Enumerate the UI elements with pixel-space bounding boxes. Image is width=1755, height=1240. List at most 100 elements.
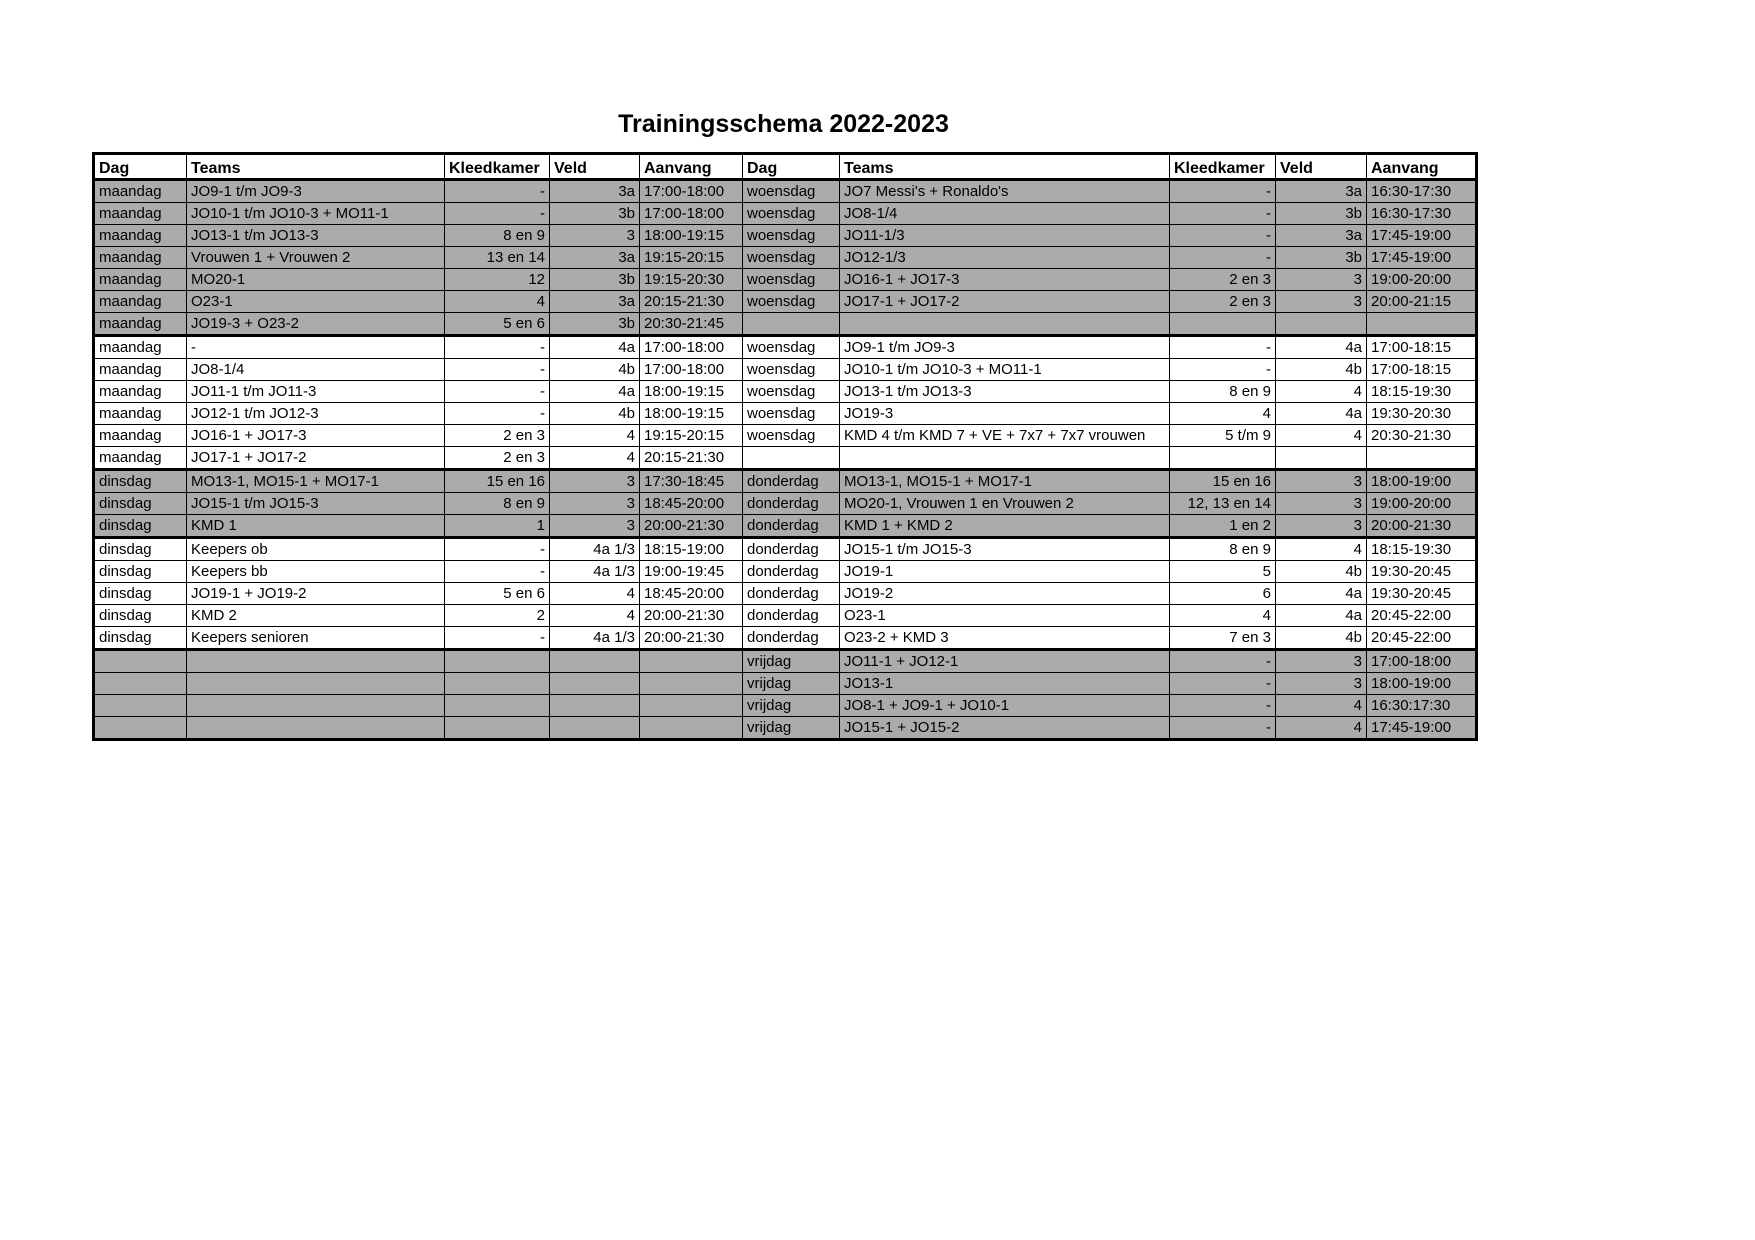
table-row: dinsdag JO15-1 t/m JO15-3 8 en 9 3 18:45-20:… xyxy=(93,492,1477,515)
table-row: maandag O23-1 4 3a 20:15-21:30 woensdag JO17-1… xyxy=(93,290,1477,313)
right-teams-cell: KMD 4 t/m KMD 7 + VE + 7x7 + 7x7 vrouwen xyxy=(839,424,1170,447)
right-veld-cell: 3a xyxy=(1275,179,1367,203)
left-teams-cell: JO12-1 t/m JO12-3 xyxy=(186,402,445,425)
right-kleedkamer-cell: - xyxy=(1169,716,1276,740)
left-kleedkamer-cell: 15 en 16 xyxy=(444,468,550,493)
table-row: dinsdag Keepers senioren -4a 1/3 20:00-21:3… xyxy=(93,626,1477,650)
right-teams-cell: JO17-1 + JO17-2 xyxy=(839,290,1170,313)
table-row: maandag JO8-1/4-4b 17:00-18:00 woensdag JO10… xyxy=(93,358,1477,381)
left-teams-cell: O23-1 xyxy=(186,290,445,313)
left-aanvang-cell: 18:15-19:00 xyxy=(639,536,743,561)
right-teams-cell: JO13-1 xyxy=(839,672,1170,695)
left-dag-cell: maandag xyxy=(93,312,187,336)
right-dag-cell: woensdag xyxy=(742,202,840,225)
left-veld-cell: 4a 1/3 xyxy=(549,560,640,583)
right-kleedkamer-cell: 7 en 3 xyxy=(1169,626,1276,650)
left-dag-cell: dinsdag xyxy=(93,582,187,605)
left-kleedkamer-cell: 4 xyxy=(444,290,550,313)
left-kleedkamer-cell: - xyxy=(444,358,550,381)
left-aanvang-cell xyxy=(639,716,743,740)
header-aanvang-left: Aanvang xyxy=(639,153,743,181)
right-kleedkamer-cell: - xyxy=(1169,694,1276,717)
left-teams-cell: MO20-1 xyxy=(186,268,445,291)
right-teams-cell: JO7 Messi's + Ronaldo's xyxy=(839,179,1170,203)
right-veld-cell: 4a xyxy=(1275,402,1367,425)
right-kleedkamer-cell: 6 xyxy=(1169,582,1276,605)
right-dag-cell: woensdag xyxy=(742,402,840,425)
schedule-body: maandag JO9-1 t/m JO9-3-3a 17:00-18:00 woen… xyxy=(93,179,1477,740)
right-dag-cell: donderdag xyxy=(742,560,840,583)
left-aanvang-cell: 20:00-21:30 xyxy=(639,626,743,650)
right-veld-cell: 4 xyxy=(1275,536,1367,561)
table-row: maandag JO17-1 + JO17-2 2 en 3 4 20:15-21:30 xyxy=(93,446,1477,470)
left-kleedkamer-cell: - xyxy=(444,202,550,225)
header-aanvang-right: Aanvang xyxy=(1366,153,1477,181)
right-teams-cell: MO20-1, Vrouwen 1 en Vrouwen 2 xyxy=(839,492,1170,515)
left-teams-cell: JO10-1 t/m JO10-3 + MO11-1 xyxy=(186,202,445,225)
right-aanvang-cell: 19:00-20:00 xyxy=(1366,268,1477,291)
left-kleedkamer-cell: - xyxy=(444,380,550,403)
right-teams-cell: JO10-1 t/m JO10-3 + MO11-1 xyxy=(839,358,1170,381)
left-dag-cell: dinsdag xyxy=(93,514,187,538)
left-veld-cell xyxy=(549,672,640,695)
left-veld-cell: 4 xyxy=(549,446,640,470)
left-dag-cell: maandag xyxy=(93,268,187,291)
left-kleedkamer-cell: 8 en 9 xyxy=(444,224,550,247)
left-veld-cell: 4a 1/3 xyxy=(549,536,640,561)
left-aanvang-cell: 17:00-18:00 xyxy=(639,202,743,225)
left-kleedkamer-cell: - xyxy=(444,402,550,425)
left-kleedkamer-cell: - xyxy=(444,536,550,561)
right-aanvang-cell: 17:00-18:00 xyxy=(1366,648,1477,673)
right-aanvang-cell: 20:30-21:30 xyxy=(1366,424,1477,447)
right-dag-cell xyxy=(742,312,840,336)
left-veld-cell: 4a xyxy=(549,380,640,403)
right-kleedkamer-cell: 15 en 16 xyxy=(1169,468,1276,493)
left-veld-cell: 3 xyxy=(549,224,640,247)
right-veld-cell: 3 xyxy=(1275,268,1367,291)
left-kleedkamer-cell: 12 xyxy=(444,268,550,291)
left-veld-cell xyxy=(549,694,640,717)
table-row: dinsdag Keepers ob -4a 1/3 18:15-19:00 donde… xyxy=(93,536,1477,561)
right-veld-cell xyxy=(1275,312,1367,336)
left-aanvang-cell xyxy=(639,672,743,695)
table-row: dinsdag MO13-1, MO15-1 + MO17-1 15 en 16 3 1… xyxy=(93,468,1477,493)
left-aanvang-cell: 19:15-20:15 xyxy=(639,246,743,269)
left-kleedkamer-cell xyxy=(444,694,550,717)
right-veld-cell: 4a xyxy=(1275,604,1367,627)
left-teams-cell xyxy=(186,648,445,673)
right-teams-cell: JO15-1 t/m JO15-3 xyxy=(839,536,1170,561)
right-kleedkamer-cell: 4 xyxy=(1169,402,1276,425)
right-veld-cell: 3 xyxy=(1275,290,1367,313)
left-dag-cell: maandag xyxy=(93,202,187,225)
table-row: dinsdag KMD 2 2 4 20:00-21:30 donderdag O23-1 4… xyxy=(93,604,1477,627)
right-dag-cell: donderdag xyxy=(742,492,840,515)
right-kleedkamer-cell: - xyxy=(1169,648,1276,673)
right-kleedkamer-cell: 5 xyxy=(1169,560,1276,583)
right-kleedkamer-cell: 2 en 3 xyxy=(1169,290,1276,313)
left-kleedkamer-cell xyxy=(444,648,550,673)
right-veld-cell: 4 xyxy=(1275,380,1367,403)
left-dag-cell: maandag xyxy=(93,334,187,359)
right-veld-cell: 4 xyxy=(1275,716,1367,740)
right-aanvang-cell: 20:00-21:30 xyxy=(1366,514,1477,538)
right-veld-cell: 4b xyxy=(1275,560,1367,583)
right-teams-cell: JO19-2 xyxy=(839,582,1170,605)
right-kleedkamer-cell xyxy=(1169,312,1276,336)
right-teams-cell xyxy=(839,312,1170,336)
left-teams-cell: JO15-1 t/m JO15-3 xyxy=(186,492,445,515)
left-teams-cell: JO16-1 + JO17-3 xyxy=(186,424,445,447)
left-teams-cell: KMD 1 xyxy=(186,514,445,538)
left-veld-cell: 4a xyxy=(549,334,640,359)
left-kleedkamer-cell: - xyxy=(444,626,550,650)
left-veld-cell: 4 xyxy=(549,424,640,447)
right-teams-cell: JO11-1 + JO12-1 xyxy=(839,648,1170,673)
right-aanvang-cell: 17:45-19:00 xyxy=(1366,224,1477,247)
right-teams-cell xyxy=(839,446,1170,470)
left-teams-cell: JO19-3 + O23-2 xyxy=(186,312,445,336)
right-kleedkamer-cell: - xyxy=(1169,224,1276,247)
table-row: vrijdag JO11-1 + JO12-1-3 17:00-18:00 xyxy=(93,648,1477,673)
right-dag-cell: woensdag xyxy=(742,290,840,313)
table-row: maandag Vrouwen 1 + Vrouwen 2 13 en 14 3a 19… xyxy=(93,246,1477,269)
left-dag-cell xyxy=(93,716,187,740)
left-kleedkamer-cell: - xyxy=(444,560,550,583)
